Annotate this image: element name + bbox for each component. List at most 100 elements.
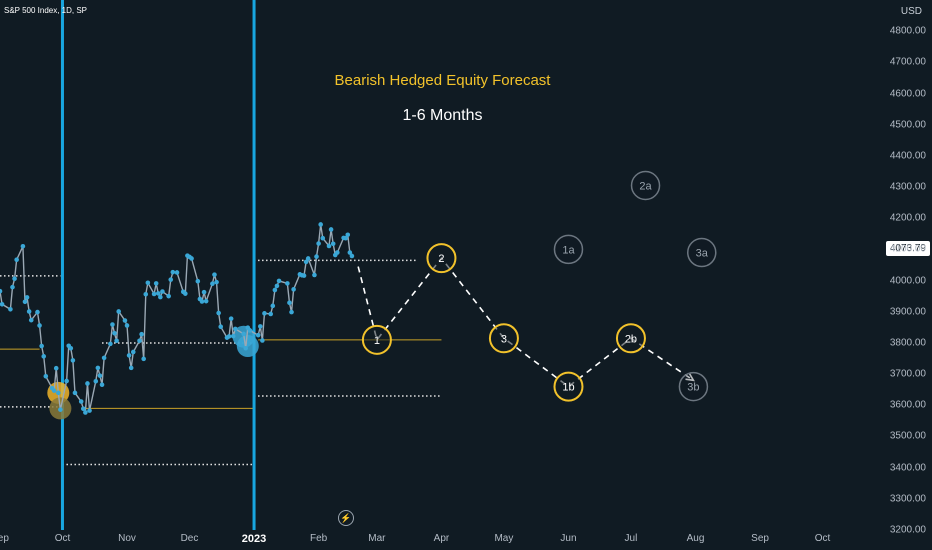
price-point [260,338,265,343]
highlight-marker [236,335,259,358]
price-point [85,381,90,386]
price-point [93,378,99,384]
price-point [274,283,280,289]
price-point [174,270,180,275]
forecast-arrowhead [685,373,695,382]
price-point [143,292,149,297]
x-tick-label: Oct [814,533,831,544]
price-point [316,241,321,246]
price-point [37,323,42,328]
price-point [305,256,311,261]
y-tick-label: 3200.00 [889,524,926,536]
wave-label-text: 1b [562,382,574,394]
wave-label-text: 3b [687,382,699,394]
price-point [268,311,274,317]
y-tick-label: 4300.00 [889,181,926,193]
wave-circle [630,170,661,201]
price-point [78,399,84,404]
price-point [345,232,351,238]
price-point [270,303,276,309]
wave-label-1b: 1b [553,371,584,402]
price-point [218,324,224,330]
price-point [64,378,69,384]
wave-label-text: 2b [625,333,637,345]
price-point [216,310,221,316]
price-point [10,284,15,290]
price-point [22,299,28,305]
wave-circle [361,324,392,355]
price-point [349,253,355,259]
x-tick-label: Dec [180,533,199,544]
x-tick-label: Feb [309,533,328,544]
y-tick-label: 4200.00 [889,212,926,224]
price-point [51,388,57,393]
y-tick-label: 4000.00 [889,275,926,287]
x-tick-label: Jul [624,533,638,544]
wave-circle [553,371,584,402]
price-point [14,257,19,263]
price-point [241,331,246,337]
price-point [291,287,296,292]
y-tick-label: 4400.00 [889,150,926,162]
wave-label-1a: 1a [553,234,584,265]
x-tick-label: Mar [368,533,386,544]
y-tick-label: 4800.00 [889,25,926,37]
price-point [233,326,238,332]
price-point [189,256,194,261]
price-point [114,338,119,344]
currency-label[interactable]: USD [900,6,922,17]
y-tick-label: 4500.00 [889,119,926,131]
price-point [0,301,5,307]
price-point [168,277,174,282]
price-point [330,241,336,247]
price-point [243,345,249,351]
y-tick-label: 3800.00 [889,337,926,349]
price-point [28,317,34,323]
price-point [151,291,157,297]
x-tick-label: Sep [751,533,769,544]
price-point [0,288,3,294]
symbol-label[interactable]: S&P 500 Index, 1D, SP [4,6,88,15]
price-point [35,309,40,315]
price-point [12,276,17,282]
wave-label-2a: 2a [630,170,661,201]
y-tick-label: 3600.00 [889,399,926,411]
wave-circle [553,234,584,265]
price-point [255,332,261,338]
price-point [70,358,76,363]
x-tick-label: Aug [686,533,705,544]
wave-circle [615,323,646,354]
lightning-bolt-icon[interactable]: ⚡ [338,510,354,526]
price-point [39,343,44,349]
price-point [289,309,294,315]
price-point [128,365,134,371]
price-point [72,390,78,396]
wave-label-text: 1 [374,335,380,347]
price-point [301,273,307,278]
price-point [287,300,292,306]
price-point [153,281,159,286]
wave-label-2: 2 [426,243,457,274]
price-point [122,318,128,323]
price-point [124,323,130,328]
price-point [99,382,105,388]
price-point [130,349,136,355]
price-point [116,309,121,314]
wave-label-2b: 2b [615,323,646,354]
y-tick-label: 4700.00 [889,56,926,68]
price-point [170,269,176,275]
price-point [137,338,142,344]
price-point [8,306,13,312]
price-point [347,250,353,255]
price-point [201,289,207,295]
price-point [112,330,117,336]
chart-title: Bearish Hedged Equity Forecast [334,72,551,89]
price-point [262,311,267,316]
price-point [320,235,326,241]
price-point [212,272,217,277]
price-point [210,281,215,287]
y-tick-label: 3700.00 [889,368,926,380]
price-point [126,353,132,358]
price-point [326,243,332,249]
